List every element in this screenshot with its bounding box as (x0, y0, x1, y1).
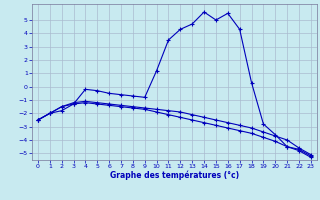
X-axis label: Graphe des températures (°c): Graphe des températures (°c) (110, 171, 239, 180)
